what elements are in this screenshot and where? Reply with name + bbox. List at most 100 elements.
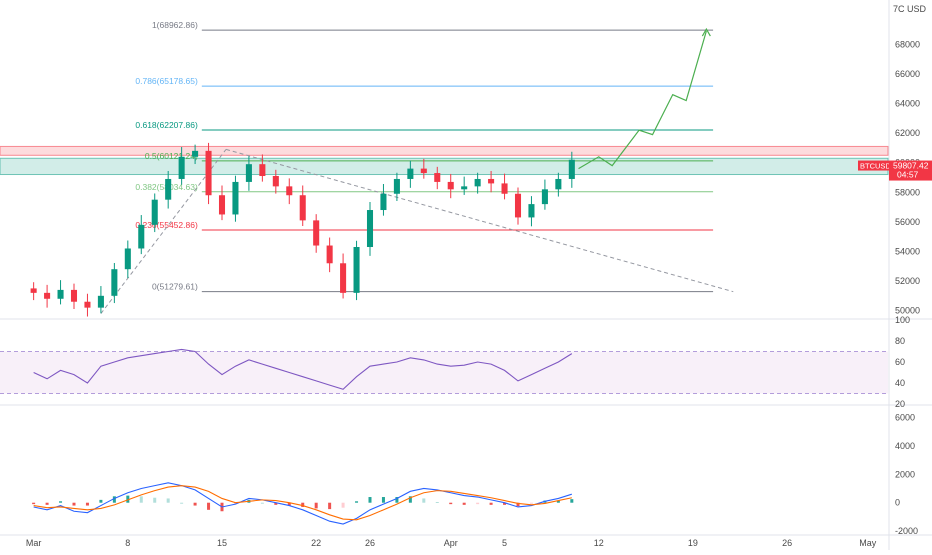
rsi-tick-label: 20 — [895, 399, 905, 409]
macd-histogram-bar — [260, 502, 264, 504]
macd-histogram-bar — [476, 502, 480, 505]
macd-histogram-bar — [301, 502, 305, 507]
fib-level-label: 0(51279.61) — [152, 282, 198, 292]
last-price-value: 59807.42 — [893, 161, 929, 171]
time-tick-label: 5 — [502, 538, 507, 548]
candle-body — [313, 220, 320, 246]
fib-level-label: 0.5(60121.24) — [145, 151, 198, 161]
time-tick-label: 26 — [782, 538, 792, 548]
macd-histogram-bar — [99, 499, 103, 503]
candle-body — [326, 245, 333, 264]
currency-label: 7C USD — [893, 4, 927, 14]
macd-histogram-bar — [126, 495, 130, 503]
macd-tick-label: 4000 — [895, 441, 915, 451]
descending-trendline — [225, 148, 734, 293]
macd-histogram-bar — [570, 499, 574, 503]
candle-body — [555, 178, 562, 190]
candle-body — [97, 295, 104, 308]
macd-histogram-bar — [529, 502, 533, 504]
symbol-label: BTCUSD — [860, 162, 891, 171]
macd-histogram-bar — [153, 497, 157, 503]
time-tick-label: 22 — [311, 538, 321, 548]
candle-body — [57, 289, 64, 299]
macd-tick-label: 6000 — [895, 412, 915, 422]
price-tick-label: 62000 — [895, 128, 920, 138]
macd-histogram-bar — [556, 500, 560, 503]
candle-body — [124, 248, 131, 270]
signal-line — [33, 485, 572, 521]
rsi-panel: 20 40 60 80 100 — [0, 315, 910, 409]
time-tick-label: 15 — [217, 538, 227, 548]
price-tick-label: 52000 — [895, 276, 920, 286]
macd-histogram-bar — [112, 496, 116, 503]
macd-tick-label: -2000 — [895, 526, 918, 536]
macd-histogram-bar — [435, 502, 439, 503]
price-zones — [0, 145, 889, 176]
macd-histogram-bar — [355, 501, 359, 503]
candle-body — [30, 288, 37, 293]
candle-body — [44, 292, 51, 299]
resistance-zone — [0, 145, 889, 156]
rsi-tick-label: 100 — [895, 315, 910, 325]
candle-body — [380, 193, 387, 211]
price-series — [30, 142, 575, 317]
macd-histogram-bar — [368, 497, 372, 503]
price-tick-label: 58000 — [895, 187, 920, 197]
rsi-line — [33, 348, 573, 390]
candle-body — [420, 168, 427, 174]
time-tick-label: 26 — [365, 538, 375, 548]
projection-arrowhead — [701, 27, 711, 37]
macd-histogram-bar — [408, 496, 412, 503]
time-tick-label: 19 — [688, 538, 698, 548]
macd-histogram-bar — [274, 502, 278, 505]
candle-body — [474, 178, 481, 187]
price-tick-label: 54000 — [895, 246, 920, 256]
macd-histogram-bar — [207, 502, 211, 510]
fib-level-label: 0.618(62207.86) — [135, 120, 198, 130]
candle-body — [138, 224, 145, 249]
macd-histogram-bar — [503, 502, 507, 505]
rsi-band — [0, 351, 888, 394]
macd-histogram-bar — [59, 501, 63, 503]
fibonacci-levels: 1(68962.86) 0.786(65178.65) 0.618(62207.86… — [135, 20, 714, 293]
macd-histogram-bar — [72, 502, 76, 506]
macd-histogram-bar — [381, 497, 385, 503]
price-tick-label: 64000 — [895, 99, 920, 109]
macd-histogram-bar — [516, 502, 520, 507]
candle-body — [393, 178, 400, 194]
rsi-tick-label: 60 — [895, 357, 905, 367]
candle-body — [366, 210, 374, 248]
macd-histogram-bar — [462, 502, 466, 505]
macd-histogram-bar — [287, 502, 291, 506]
macd-tick-label: 2000 — [895, 469, 915, 479]
macd-line — [33, 482, 572, 525]
fib-level-label: 1(68962.86) — [152, 20, 198, 30]
price-tick-label: 66000 — [895, 69, 920, 79]
rsi-tick-label: 80 — [895, 336, 905, 346]
candle-body — [353, 247, 360, 293]
macd-histogram-bar — [328, 502, 332, 510]
candle-body — [245, 164, 252, 182]
candle-body — [299, 195, 306, 221]
candle-body — [70, 289, 78, 302]
candle-body — [259, 164, 266, 177]
last-price-badge — [889, 160, 932, 181]
time-tick-label: May — [859, 538, 877, 548]
macd-histogram-bar — [139, 496, 143, 503]
macd-histogram-bar — [489, 502, 493, 505]
macd-histogram-bar — [180, 502, 184, 504]
axes: 5000052000540005600058000600006200064000… — [26, 4, 932, 548]
macd-panel: -2000 0 2000 4000 6000 — [32, 412, 918, 536]
projection-line — [578, 30, 707, 170]
candle-body — [488, 178, 495, 184]
candle-body — [205, 150, 212, 196]
candle-body — [568, 159, 575, 179]
candle-body — [165, 178, 172, 200]
price-tick-label: 50000 — [895, 306, 920, 316]
fib-level-label: 0.786(65178.65) — [135, 76, 198, 86]
candle-body — [192, 150, 199, 157]
macd-histogram-bar — [422, 498, 426, 503]
candle-body — [528, 204, 535, 218]
